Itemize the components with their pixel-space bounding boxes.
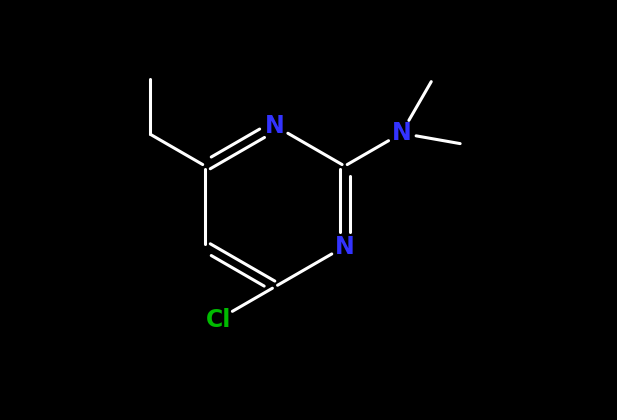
Text: N: N	[335, 234, 355, 258]
Text: N: N	[265, 114, 285, 138]
Text: Cl: Cl	[205, 307, 231, 331]
Text: N: N	[392, 121, 412, 145]
